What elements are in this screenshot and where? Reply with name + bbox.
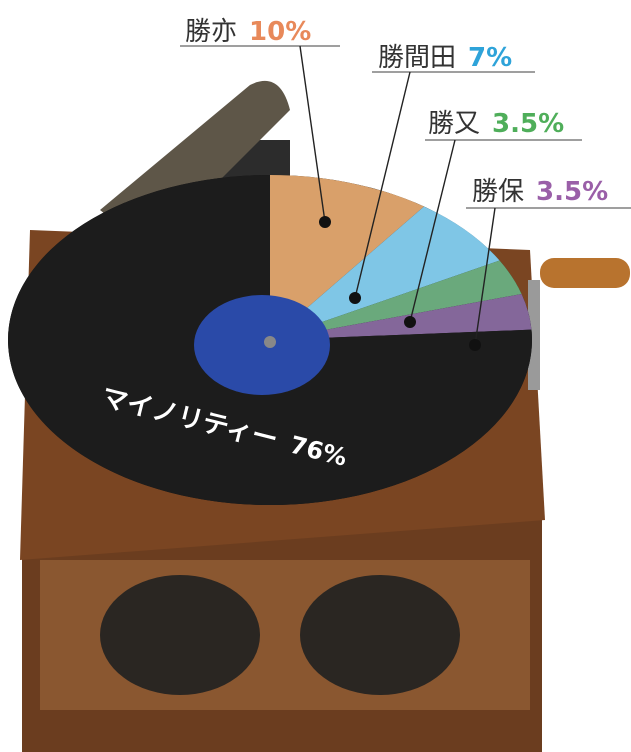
crank	[528, 280, 540, 390]
leader-line	[474, 207, 496, 346]
pie-slice	[270, 206, 500, 340]
leader-line	[354, 71, 411, 299]
pie-slice	[270, 260, 522, 340]
slice-value-label: 7%	[468, 43, 512, 73]
slice-name: 勝間田	[378, 43, 456, 73]
speaker-hole	[300, 575, 460, 695]
leader-line	[299, 45, 326, 223]
spindle	[264, 336, 276, 348]
pie-slice	[270, 293, 532, 340]
pie-slice	[270, 175, 424, 340]
leader-dot	[319, 216, 331, 228]
crank-handle	[540, 258, 630, 288]
speaker-hole	[100, 575, 260, 695]
leader-line	[409, 139, 456, 323]
record-label	[194, 295, 330, 395]
slice-value-label: 3.5%	[536, 177, 608, 207]
slice-value-label: 3.5%	[492, 109, 564, 139]
slice-name: 勝保	[472, 177, 524, 207]
leader-dot	[349, 292, 361, 304]
slice-name: 勝亦	[185, 17, 237, 47]
leader-dot	[404, 316, 416, 328]
leader-dot	[469, 339, 481, 351]
slice-value-label: 10%	[249, 17, 311, 47]
slice-name: 勝又	[428, 109, 480, 139]
